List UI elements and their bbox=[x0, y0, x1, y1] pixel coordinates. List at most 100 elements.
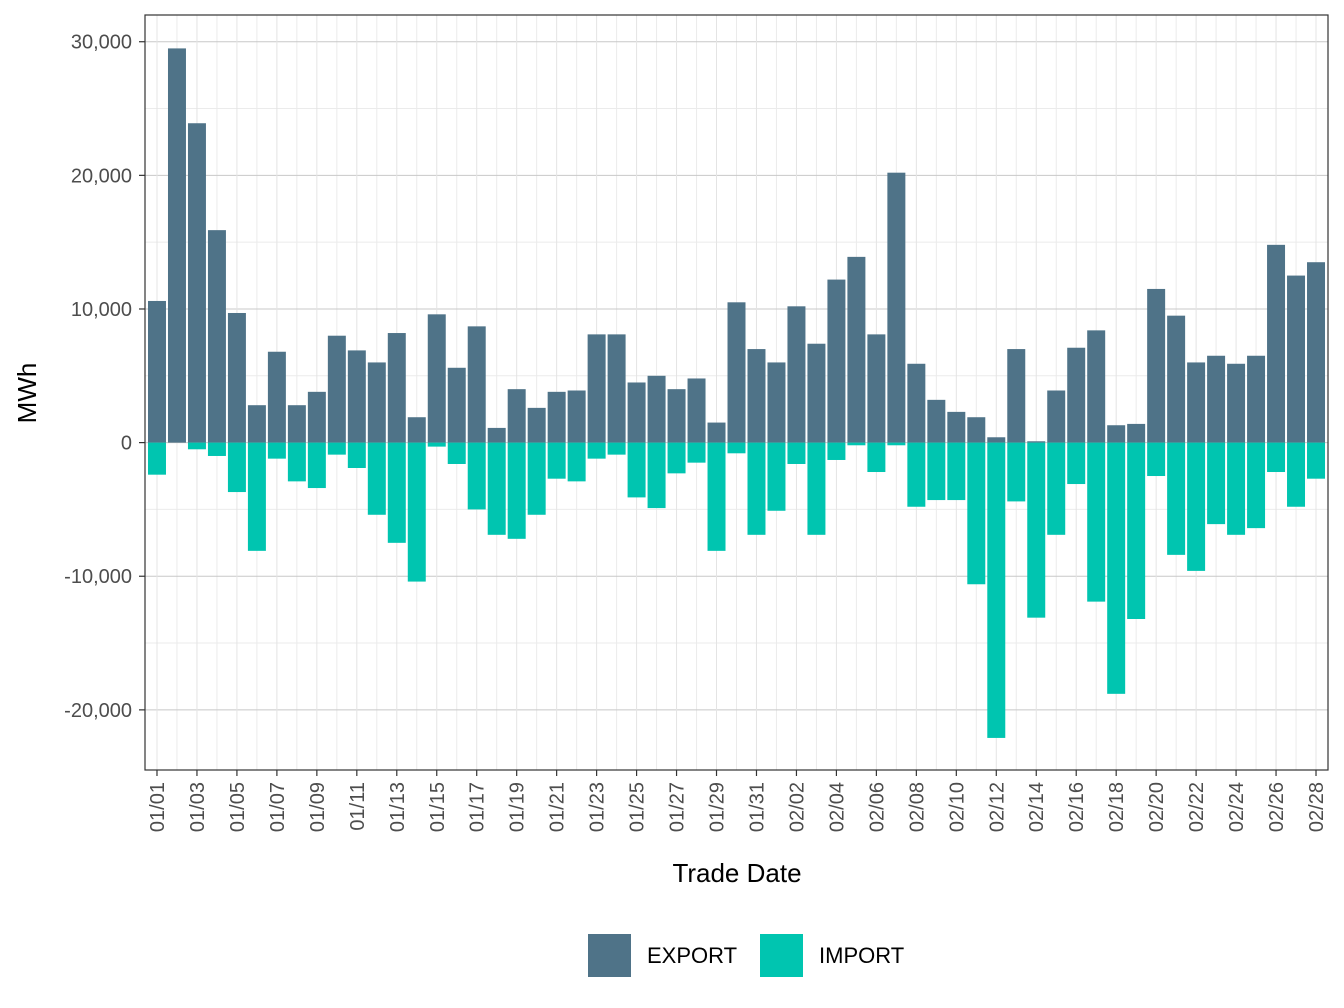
bar-export-01-07 bbox=[267, 351, 286, 443]
bar-import-01-19 bbox=[507, 442, 526, 539]
bar-export-02-06 bbox=[867, 334, 886, 443]
y-tick-label: -20,000 bbox=[64, 700, 132, 722]
bar-import-02-23 bbox=[1207, 442, 1226, 525]
x-tick-label: 02/12 bbox=[986, 782, 1008, 832]
bar-import-02-01 bbox=[767, 442, 786, 511]
x-tick-label: 02/10 bbox=[946, 782, 968, 832]
bar-import-02-05 bbox=[847, 442, 866, 446]
bar-import-02-09 bbox=[927, 442, 946, 501]
bar-export-02-23 bbox=[1207, 355, 1226, 443]
bar-export-01-23 bbox=[587, 334, 606, 443]
bar-export-02-13 bbox=[1007, 349, 1026, 443]
bar-export-02-11 bbox=[967, 417, 986, 443]
bar-export-01-11 bbox=[347, 350, 366, 443]
y-axis-ticks: -20,000 -10,000 0 10,000 20,000 30,000 bbox=[64, 32, 145, 722]
bar-import-01-22 bbox=[567, 442, 586, 482]
bar-import-01-26 bbox=[647, 442, 666, 509]
bar-export-02-14 bbox=[1027, 441, 1046, 443]
bar-import-01-21 bbox=[547, 442, 566, 479]
x-tick-label: 01/23 bbox=[587, 782, 609, 832]
bar-export-02-02 bbox=[787, 306, 806, 443]
bar-import-01-05 bbox=[227, 442, 246, 493]
bar-import-02-25 bbox=[1247, 442, 1266, 529]
bar-import-01-16 bbox=[447, 442, 466, 464]
legend: EXPORT IMPORT bbox=[588, 934, 904, 977]
bar-export-01-28 bbox=[687, 378, 706, 443]
bar-import-02-14 bbox=[1027, 442, 1046, 618]
x-tick-label: 01/13 bbox=[387, 782, 409, 832]
legend-label-export: EXPORT bbox=[647, 943, 737, 968]
bar-import-01-31 bbox=[747, 442, 766, 535]
bar-import-01-11 bbox=[347, 442, 366, 468]
x-tick-label: 01/29 bbox=[707, 782, 729, 832]
bar-export-01-26 bbox=[647, 375, 666, 443]
y-tick-label: 20,000 bbox=[71, 165, 132, 187]
bar-export-01-31 bbox=[747, 349, 766, 443]
bar-export-01-08 bbox=[287, 405, 306, 443]
bar-export-02-15 bbox=[1047, 390, 1066, 443]
bar-import-01-29 bbox=[707, 442, 726, 551]
bar-export-01-17 bbox=[467, 326, 486, 443]
bar-export-01-13 bbox=[387, 333, 406, 443]
bar-export-02-26 bbox=[1267, 244, 1286, 443]
bar-import-02-07 bbox=[887, 442, 906, 446]
bar-export-02-09 bbox=[927, 399, 946, 443]
x-tick-label: 02/18 bbox=[1106, 782, 1128, 832]
bar-import-01-12 bbox=[367, 442, 386, 515]
bar-import-02-10 bbox=[947, 442, 966, 501]
bar-export-01-22 bbox=[567, 390, 586, 443]
import-bars bbox=[147, 442, 1326, 738]
bar-import-01-17 bbox=[467, 442, 486, 510]
bar-export-02-18 bbox=[1107, 425, 1126, 443]
x-tick-label: 01/05 bbox=[227, 782, 249, 832]
x-tick-label: 01/07 bbox=[267, 782, 289, 832]
bar-export-01-06 bbox=[247, 405, 266, 443]
x-tick-label: 02/16 bbox=[1066, 782, 1088, 832]
bar-export-01-18 bbox=[487, 427, 506, 443]
bar-import-02-12 bbox=[987, 442, 1006, 738]
x-tick-label: 01/09 bbox=[307, 782, 329, 832]
bar-import-01-13 bbox=[387, 442, 406, 543]
bar-export-01-27 bbox=[667, 389, 686, 443]
bar-import-01-06 bbox=[247, 442, 266, 551]
bar-export-01-14 bbox=[407, 417, 426, 443]
x-tick-label: 01/31 bbox=[746, 782, 768, 832]
bar-export-01-01 bbox=[147, 300, 166, 443]
bar-import-01-15 bbox=[427, 442, 446, 447]
x-tick-label: 01/27 bbox=[667, 782, 689, 832]
bar-import-01-24 bbox=[607, 442, 626, 455]
bar-import-02-19 bbox=[1127, 442, 1146, 619]
bar-import-02-26 bbox=[1267, 442, 1286, 473]
x-tick-label: 02/28 bbox=[1306, 782, 1328, 832]
bar-export-02-20 bbox=[1147, 288, 1166, 443]
bar-export-01-12 bbox=[367, 362, 386, 443]
bar-import-02-27 bbox=[1287, 442, 1306, 507]
x-tick-label: 02/14 bbox=[1026, 782, 1048, 832]
bar-export-02-04 bbox=[827, 279, 846, 443]
bar-import-02-17 bbox=[1087, 442, 1106, 602]
bar-import-01-10 bbox=[327, 442, 346, 455]
bar-import-02-06 bbox=[867, 442, 886, 473]
bar-import-01-09 bbox=[307, 442, 326, 489]
x-tick-label: 01/03 bbox=[187, 782, 209, 832]
bar-import-02-16 bbox=[1067, 442, 1086, 485]
bar-import-02-21 bbox=[1167, 442, 1186, 555]
bar-import-01-23 bbox=[587, 442, 606, 459]
bar-export-01-02 bbox=[167, 48, 186, 443]
x-tick-label: 01/15 bbox=[427, 782, 449, 832]
bar-import-02-15 bbox=[1047, 442, 1066, 535]
x-tick-label: 02/06 bbox=[866, 782, 888, 832]
bar-export-01-04 bbox=[207, 230, 226, 443]
bar-export-01-16 bbox=[447, 367, 466, 443]
bar-export-01-10 bbox=[327, 335, 346, 443]
bar-import-01-08 bbox=[287, 442, 306, 482]
bar-export-02-25 bbox=[1247, 355, 1266, 443]
bar-import-01-01 bbox=[147, 442, 166, 475]
legend-key-export bbox=[588, 934, 631, 977]
bar-import-02-11 bbox=[967, 442, 986, 585]
bar-export-02-12 bbox=[987, 437, 1006, 443]
bar-import-01-14 bbox=[407, 442, 426, 582]
bar-import-01-30 bbox=[727, 442, 746, 454]
x-tick-label: 02/24 bbox=[1226, 782, 1248, 832]
